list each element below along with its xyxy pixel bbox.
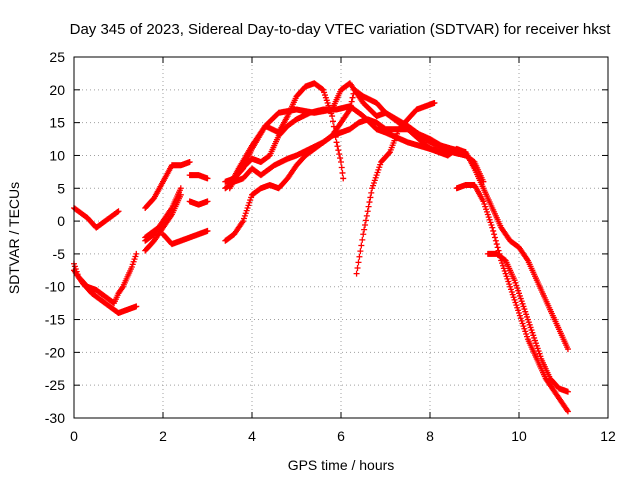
series-arc-14 xyxy=(222,86,487,192)
data-point xyxy=(494,244,501,251)
series-arc-19 xyxy=(484,250,571,395)
data-point xyxy=(361,226,368,233)
data-point xyxy=(491,231,498,238)
data-point xyxy=(346,106,353,113)
y-tick-label: 25 xyxy=(49,49,65,65)
data-point xyxy=(177,185,184,192)
data-point xyxy=(362,222,369,229)
axis-ticks: 0 2 4 6 8 10 12 -30 -25 -20 -15 -10 -5 0 5 10 15 20 25 xyxy=(45,49,616,444)
series-arc-10 xyxy=(186,198,211,208)
data-point xyxy=(431,99,438,106)
data-point xyxy=(168,206,175,213)
data-point xyxy=(335,147,342,154)
y-tick-label: 20 xyxy=(49,82,65,98)
data-point xyxy=(337,155,344,162)
x-tick-label: 0 xyxy=(70,428,78,444)
data-point xyxy=(490,227,497,234)
data-point xyxy=(336,151,343,158)
series-arc-7 xyxy=(142,159,193,211)
data-point xyxy=(347,102,354,109)
data-point xyxy=(338,159,344,166)
data-point xyxy=(204,227,211,234)
data-point xyxy=(119,285,126,292)
data-point xyxy=(356,253,363,260)
data-point xyxy=(564,388,571,395)
data-point xyxy=(133,250,140,257)
data-point xyxy=(338,164,345,171)
data-point xyxy=(564,407,571,414)
data-point xyxy=(346,107,353,114)
data-point xyxy=(354,264,361,271)
series-arc-16 xyxy=(353,99,438,277)
series-arc-1 xyxy=(71,204,122,231)
data-point xyxy=(329,118,336,125)
data-point xyxy=(159,222,166,229)
data-point xyxy=(349,94,356,101)
y-tick-label: 10 xyxy=(49,147,65,163)
y-tick-label: -15 xyxy=(45,312,65,328)
y-tick-label: 5 xyxy=(57,180,65,196)
data-point xyxy=(358,242,365,249)
y-tick-label: -25 xyxy=(45,377,65,393)
data-point xyxy=(319,86,326,93)
x-tick-label: 10 xyxy=(511,428,527,444)
data-point xyxy=(355,259,362,266)
x-tick-label: 12 xyxy=(600,428,616,444)
data-point xyxy=(564,408,571,415)
x-tick-label: 8 xyxy=(426,428,434,444)
x-tick-label: 4 xyxy=(248,428,256,444)
data-point xyxy=(133,303,140,310)
data-point xyxy=(564,346,571,353)
data-point xyxy=(360,231,367,238)
data-point xyxy=(493,241,500,248)
series-arc-6 xyxy=(142,221,166,241)
y-tick-label: -30 xyxy=(45,410,65,426)
data-point xyxy=(357,248,364,255)
data-point xyxy=(366,199,373,206)
data-point xyxy=(160,221,166,228)
x-axis-label: GPS time / hours xyxy=(288,457,395,473)
data-point xyxy=(368,189,375,196)
data-point xyxy=(204,198,211,205)
y-tick-label: -20 xyxy=(45,344,65,360)
data-point xyxy=(115,208,122,215)
data-point xyxy=(186,159,193,166)
data-point xyxy=(365,203,372,210)
data-point xyxy=(348,98,355,105)
x-tick-label: 2 xyxy=(159,428,167,444)
y-axis-label: SDTVAR / TECUs xyxy=(6,182,22,294)
x-tick-label: 6 xyxy=(337,428,345,444)
series-arc-8 xyxy=(160,227,211,248)
data-point xyxy=(491,234,498,241)
y-tick-label: 15 xyxy=(49,115,65,131)
data-point xyxy=(333,139,340,146)
data-point xyxy=(364,208,371,215)
data-point xyxy=(367,194,374,201)
data-point xyxy=(489,224,496,231)
data-point xyxy=(524,256,531,263)
data-point xyxy=(339,169,346,176)
data-point xyxy=(340,175,347,182)
chart-title: Day 345 of 2023, Sidereal Day-to-day VTE… xyxy=(70,21,612,38)
series-arc-9 xyxy=(186,172,211,182)
y-tick-label: -5 xyxy=(53,246,66,262)
data-point xyxy=(329,113,336,120)
data-point xyxy=(359,236,366,243)
data-point xyxy=(492,237,499,244)
data-point xyxy=(334,143,341,150)
data-point xyxy=(114,208,121,215)
y-tick-label: -10 xyxy=(45,279,65,295)
data-point xyxy=(239,219,246,226)
data-point xyxy=(353,270,360,277)
data-point xyxy=(363,212,370,219)
y-tick-label: 0 xyxy=(57,213,65,229)
data-point xyxy=(386,150,393,157)
series-arc-17 xyxy=(444,145,571,353)
data-point xyxy=(362,217,369,224)
data-point xyxy=(204,175,211,182)
data-points xyxy=(71,80,571,415)
